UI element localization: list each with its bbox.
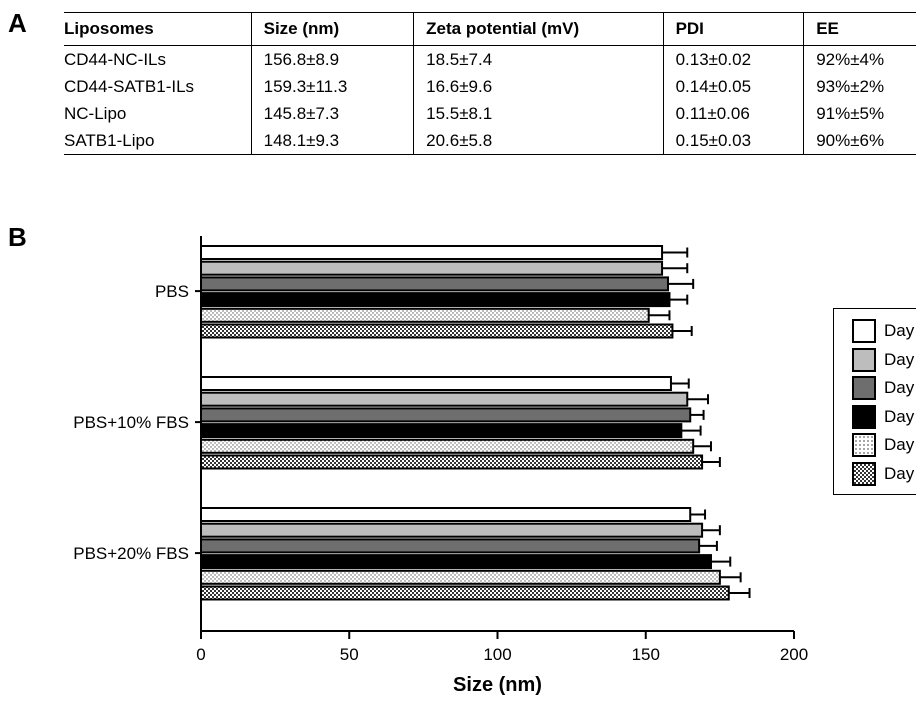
bar [200, 245, 664, 260]
bar [200, 407, 692, 423]
table-cell: 20.6±5.8 [413, 127, 664, 155]
bar [200, 423, 683, 439]
table-cell: 16.6±9.6 [413, 73, 664, 100]
bar [200, 323, 674, 339]
bar [200, 260, 664, 276]
bar [200, 292, 671, 308]
panel-a-label: A [8, 8, 27, 38]
table-cell: 0.15±0.03 [662, 127, 804, 155]
legend-label: Day [884, 321, 915, 340]
panel-b-label: B [8, 222, 27, 252]
category-label: PBS+20% FBS [73, 544, 189, 563]
table-cell: CD44-SATB1-ILs [64, 76, 195, 96]
table-cell: NC-Lipo [64, 103, 127, 123]
x-tick-label: 0 [196, 645, 205, 664]
bar [200, 554, 712, 570]
legend-label: Day [884, 349, 915, 369]
bar [200, 307, 650, 323]
table-row: NC-Lipo 145.8±7.3 15.5±8.1 0.11±0.06 91%… [64, 100, 916, 127]
legend-swatch [852, 347, 876, 372]
header-ee: EE [803, 12, 916, 46]
table-header-row: Liposomes Size (nm) Zeta potential (mV) … [64, 12, 916, 46]
table-cell: 0.13±0.02 [662, 45, 804, 73]
bar [200, 522, 704, 538]
table-cell: SATB1-Lipo [64, 127, 252, 155]
category-label: PBS+10% FBS [73, 413, 189, 432]
bar [200, 538, 701, 554]
legend-swatch [852, 433, 876, 457]
table-cell: 15.5±8.1 [413, 100, 664, 127]
header-zeta: Zeta potential (mV) [413, 12, 664, 46]
table-cell: 18.5±7.4 [413, 45, 664, 73]
legend-swatch [852, 461, 876, 486]
legend-label: Day [884, 435, 915, 454]
legend-swatch [852, 404, 876, 429]
table-row: CD44-SATB1-ILs 159.3±11.3 16.6±9.6 0.14±… [64, 73, 916, 100]
bar [200, 507, 692, 522]
legend-swatch [852, 376, 876, 400]
header-liposomes: Liposomes [64, 12, 252, 46]
table-cell: 159.3±11.3 [250, 73, 414, 100]
bar [200, 569, 721, 585]
legend-label: Day [884, 463, 915, 483]
header-pdi: PDI [662, 12, 804, 46]
bars-group [200, 245, 751, 601]
x-tick-label: 50 [340, 645, 359, 664]
table-row: SATB1-Lipo 148.1±9.3 20.6±5.8 0.15±0.03 … [64, 127, 916, 155]
table-row: CD44-NC-ILs 156.8±8.9 18.5±7.4 0.13±0.02… [64, 45, 916, 73]
bar [200, 376, 672, 391]
header-size: Size (nm) [250, 12, 414, 46]
category-label: PBS [155, 282, 189, 301]
bar [200, 391, 689, 407]
table-cell: CD44-NC-ILs [64, 49, 167, 69]
table-cell: 91%±5% [803, 100, 916, 127]
axes-group: PBS PBS+10% FBS PBS+20% FBS 0 50 100 150 200 Siz… [73, 236, 808, 696]
x-axis-label: Size (nm) [453, 674, 542, 696]
table-cell: 93%±2% [803, 73, 916, 100]
bar [200, 585, 730, 601]
legend-label: Day [884, 406, 915, 426]
bar [200, 276, 669, 292]
liposome-properties-table: Liposomes Size (nm) Zeta potential (mV) … [64, 12, 916, 155]
bar [200, 438, 695, 454]
table-cell: 148.1±9.3 [250, 127, 414, 155]
table-cell: 145.8±7.3 [250, 100, 414, 127]
legend-swatch [852, 319, 876, 343]
x-tick-label: 100 [483, 645, 511, 664]
x-tick-label: 150 [632, 645, 660, 664]
table-cell: 0.14±0.05 [662, 73, 804, 100]
table-cell: 156.8±8.9 [250, 45, 414, 73]
table-cell: 92%±4% [803, 45, 916, 73]
table-cell: 0.11±0.06 [662, 100, 804, 127]
table-cell: 90%±6% [803, 127, 916, 155]
legend-label: Day [884, 378, 915, 397]
bar [200, 454, 704, 470]
x-tick-label: 200 [780, 645, 808, 664]
legend: Day Day Day Day Day Day [833, 308, 916, 495]
